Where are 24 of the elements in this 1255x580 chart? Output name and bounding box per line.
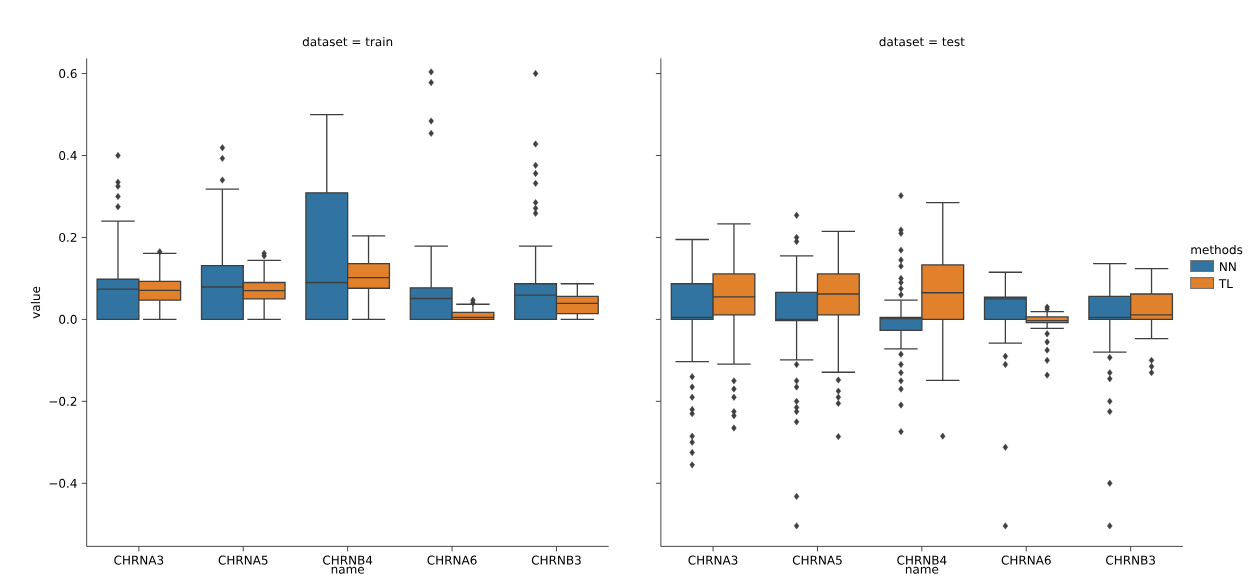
x-axis-title: name bbox=[905, 566, 939, 574]
y-tick-label: 0.4 bbox=[59, 150, 77, 161]
legend-title: methods bbox=[1191, 244, 1243, 255]
legend-label: NN bbox=[1220, 262, 1236, 272]
x-tick-label: CHRNA5 bbox=[792, 555, 842, 565]
legend-label: TL bbox=[1218, 279, 1233, 289]
x-tick-label: CHRNA5 bbox=[218, 555, 268, 565]
x-tick-label: CHRNB3 bbox=[531, 555, 581, 565]
x-tick-label: CHRNA6 bbox=[1001, 555, 1051, 565]
x-tick-label: CHRNB4 bbox=[897, 555, 947, 565]
x-tick-label: CHRNA6 bbox=[427, 555, 477, 565]
x-tick-label: CHRNB3 bbox=[1106, 555, 1155, 565]
x-tick-label: CHRNB4 bbox=[323, 555, 373, 565]
x-axis-title: name bbox=[331, 566, 365, 574]
chart-title: dataset = test bbox=[879, 36, 965, 47]
y-tick-label: −0.4 bbox=[49, 478, 77, 488]
x-tick-label: CHRNA3 bbox=[114, 555, 164, 565]
y-axis-title: value bbox=[30, 286, 41, 319]
y-tick-label: −0.2 bbox=[49, 396, 77, 406]
y-tick-label: 0.0 bbox=[59, 314, 77, 324]
chart-title: dataset = train bbox=[302, 36, 393, 47]
y-tick-label: 0.2 bbox=[59, 232, 77, 242]
x-tick-label: CHRNA3 bbox=[688, 555, 738, 565]
y-tick-label: 0.6 bbox=[59, 69, 77, 79]
